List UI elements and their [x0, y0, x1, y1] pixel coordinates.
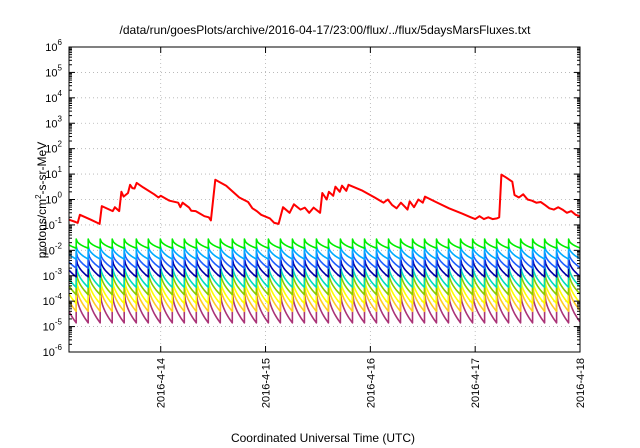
- grid-layer: [69, 47, 580, 352]
- y-axis-label-superscript: 2: [34, 194, 43, 199]
- y-tick-label: 10-5: [43, 318, 63, 334]
- y-axis-label-prefix: protons/cm: [35, 199, 49, 258]
- plot-frame: [68, 46, 581, 353]
- y-tick-label: 103: [45, 114, 62, 130]
- y-tick-label-base: 10: [45, 67, 57, 79]
- y-tick-label-exponent: -5: [55, 318, 63, 327]
- y-tick-label: 106: [45, 38, 62, 54]
- series-line: [69, 250, 580, 269]
- x-axis-label: Coordinated Universal Time (UTC): [231, 431, 415, 445]
- y-tick-label-exponent: -3: [55, 267, 63, 276]
- y-tick-label-exponent: 4: [58, 89, 63, 98]
- series-line: [69, 269, 580, 296]
- y-tick-label-exponent: 2: [58, 140, 63, 149]
- y-tick-label-base: 10: [45, 42, 57, 54]
- series-layer: [69, 173, 580, 324]
- y-tick-label-exponent: 1: [58, 165, 63, 174]
- x-tick-label: 2016-4-15: [261, 358, 273, 408]
- y-tick-label-exponent: 6: [58, 38, 63, 47]
- x-tick-label: 2016-4-17: [470, 358, 482, 408]
- y-tick-label: 105: [45, 63, 62, 79]
- y-tick-label-exponent: -4: [55, 292, 63, 301]
- series-line: [69, 245, 580, 260]
- y-tick-label-base: 10: [43, 245, 55, 257]
- y-tick-label: 100: [45, 191, 62, 207]
- y-tick-label-base: 10: [43, 271, 55, 283]
- y-tick-label: 10-2: [43, 241, 63, 257]
- y-tick-label-base: 10: [45, 169, 57, 181]
- y-tick-label-exponent: 0: [58, 191, 63, 200]
- y-axis-label-suffix: -s-sr-MeV: [35, 142, 49, 195]
- y-tick-label-base: 10: [45, 118, 57, 130]
- y-tick-label-base: 10: [45, 144, 57, 156]
- y-tick-label-exponent: 5: [58, 63, 63, 72]
- y-tick-label: 10-1: [43, 216, 63, 232]
- x-tick-label: 2016-4-16: [365, 358, 377, 408]
- y-tick-label-exponent: -1: [55, 216, 63, 225]
- series-line: [69, 290, 580, 324]
- y-tick-label: 104: [45, 89, 62, 105]
- series-line: [69, 257, 580, 278]
- y-tick-label: 102: [45, 140, 62, 156]
- y-tick-label-exponent: -6: [55, 343, 63, 352]
- y-tick-label: 101: [45, 165, 62, 181]
- axes-layer: 10-610-510-410-310-210-11001011021031041…: [43, 38, 587, 408]
- x-tick-label: 2016-4-14: [156, 358, 168, 408]
- y-tick-label-base: 10: [43, 296, 55, 308]
- x-tick-label: 2016-4-18: [575, 358, 587, 408]
- series-line: [69, 282, 580, 313]
- series-line: [69, 173, 580, 225]
- series-line: [69, 263, 580, 289]
- series-line: [69, 238, 580, 250]
- chart-title: /data/run/goesPlots/archive/2016-04-17/2…: [120, 23, 532, 37]
- series-line: [69, 276, 580, 305]
- y-tick-label-exponent: -2: [55, 241, 63, 250]
- y-tick-label-base: 10: [43, 347, 55, 359]
- y-tick-label: 10-3: [43, 267, 63, 283]
- y-tick-label: 10-6: [43, 343, 63, 359]
- y-tick-label: 10-4: [43, 292, 63, 308]
- y-axis-label: protons/cm2-s-sr-MeV: [34, 142, 49, 258]
- y-tick-label-exponent: 3: [58, 114, 63, 123]
- y-tick-label-base: 10: [45, 195, 57, 207]
- y-tick-label-base: 10: [45, 93, 57, 105]
- y-tick-label-base: 10: [43, 220, 55, 232]
- y-tick-label-base: 10: [43, 322, 55, 334]
